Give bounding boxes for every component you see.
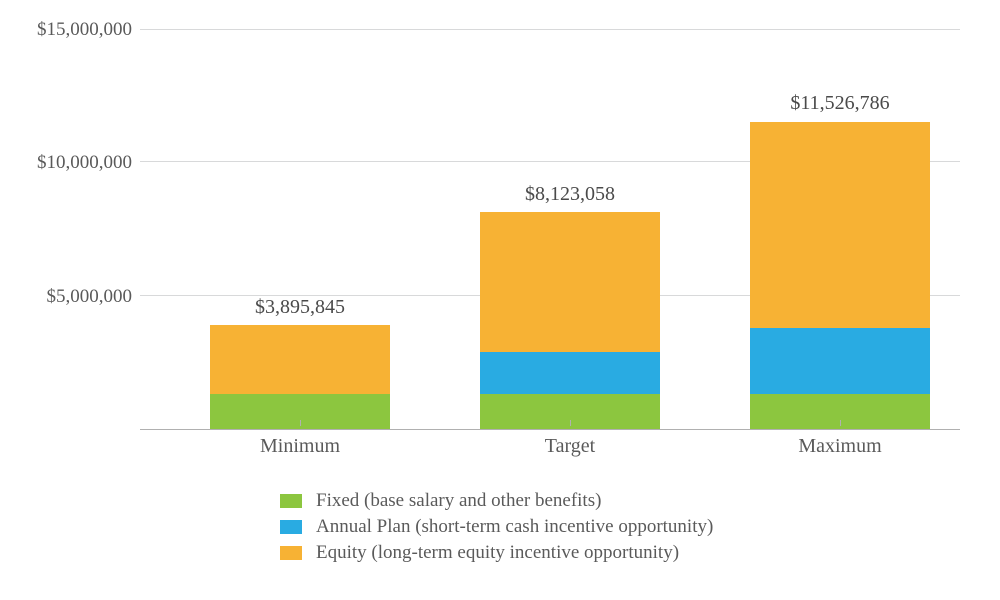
bar-total-label: $8,123,058 [470,183,670,206]
legend-label: Fixed (base salary and other benefits) [316,490,601,512]
bar-segment-annual [480,352,660,395]
legend-swatch [280,520,302,534]
bar-segment-annual [750,328,930,395]
plot-area: $3,895,845 $8,123,058 $11,526,786 [140,30,960,430]
x-tick-mark [300,420,301,426]
legend-swatch [280,546,302,560]
x-tick-mark [840,420,841,426]
legend-swatch [280,494,302,508]
gridline [140,29,960,30]
legend-label: Annual Plan (short-term cash incentive o… [316,516,713,538]
x-tick-mark [570,420,571,426]
y-tick-label: $15,000,000 [37,19,132,41]
legend-item-annual: Annual Plan (short-term cash incentive o… [280,516,713,538]
legend-item-fixed: Fixed (base salary and other benefits) [280,490,713,512]
x-tick-label: Target [480,435,660,458]
compensation-chart: $5,000,000 $10,000,000 $15,000,000 $3,89… [20,20,980,580]
bar-segment-equity [750,122,930,328]
bar-total-label: $3,895,845 [200,296,400,319]
y-tick-label: $10,000,000 [37,152,132,174]
bar-segment-equity [480,212,660,351]
legend: Fixed (base salary and other benefits) A… [280,490,713,568]
bar-segment-equity [210,325,390,394]
y-tick-label: $5,000,000 [47,286,133,308]
x-tick-label: Minimum [210,435,390,458]
legend-item-equity: Equity (long-term equity incentive oppor… [280,542,713,564]
legend-label: Equity (long-term equity incentive oppor… [316,542,679,564]
bar-total-label: $11,526,786 [740,92,940,115]
x-tick-label: Maximum [750,435,930,458]
